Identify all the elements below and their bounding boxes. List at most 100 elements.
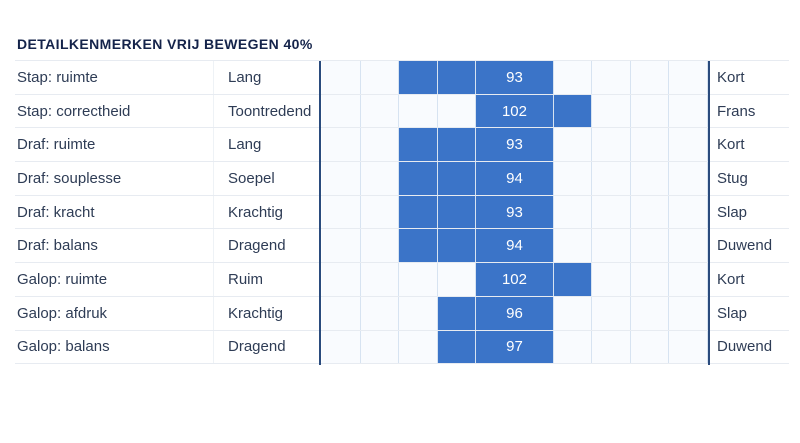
score-grid: 96 xyxy=(320,296,710,330)
score-cell xyxy=(437,330,477,364)
score-cell xyxy=(322,195,361,229)
trait-term-right: Stug xyxy=(717,169,748,187)
score-cell xyxy=(437,162,477,195)
score-cell xyxy=(592,330,631,364)
score-cell xyxy=(322,229,361,263)
score-cell xyxy=(553,61,593,94)
score-cell xyxy=(592,162,631,195)
score-cell xyxy=(399,296,438,330)
score-value-cell: 93 xyxy=(476,128,554,162)
score-cell xyxy=(669,195,708,229)
score-cell xyxy=(669,229,708,263)
trait-term-left: Dragend xyxy=(213,330,320,364)
score-value-cell: 96 xyxy=(476,296,554,330)
score-cell xyxy=(592,128,631,162)
score-cell xyxy=(630,296,670,330)
score-cell xyxy=(592,195,631,229)
score-cell xyxy=(553,195,593,229)
trait-term-left: Toontredend xyxy=(213,94,320,128)
score-cell xyxy=(399,229,438,263)
trait-term-left: Krachtig xyxy=(213,195,320,229)
score-cell xyxy=(322,94,361,128)
score-cell xyxy=(553,162,593,195)
score-row: Galop: ruimte Ruim 102 Kort xyxy=(15,263,789,297)
score-cell xyxy=(553,263,593,296)
score-cell xyxy=(630,162,670,195)
score-row: Draf: ruimte Lang 93 Kort xyxy=(15,128,789,163)
score-cell xyxy=(630,128,670,162)
trait-term-right: Duwend xyxy=(717,338,773,356)
score-cell xyxy=(553,128,593,162)
score-value-cell: 102 xyxy=(476,94,554,128)
score-value-cell: 94 xyxy=(476,162,554,195)
score-cell xyxy=(553,94,593,128)
score-value-cell: 97 xyxy=(476,330,554,364)
score-cell xyxy=(360,330,400,364)
score-cell xyxy=(322,128,361,162)
score-grid: 94 xyxy=(320,162,710,195)
score-cell xyxy=(437,263,477,296)
trait-term-right: Slap xyxy=(717,203,748,221)
score-cell xyxy=(322,263,361,296)
score-row: Stap: ruimte Lang 93 Kort xyxy=(15,61,789,95)
trait-term-right: Kort xyxy=(717,68,745,86)
score-grid: 93 xyxy=(320,195,710,229)
score-cell xyxy=(399,263,438,296)
score-cell xyxy=(553,296,593,330)
trait-term-left: Soepel xyxy=(213,162,320,195)
score-cell xyxy=(399,128,438,162)
score-cell xyxy=(630,195,670,229)
score-cell xyxy=(669,128,708,162)
score-cell xyxy=(592,263,631,296)
score-cell xyxy=(437,61,477,94)
trait-label: Stap: correctheid xyxy=(17,102,131,120)
score-cell xyxy=(669,162,708,195)
score-value-cell: 102 xyxy=(476,263,554,296)
trait-term-right: Slap xyxy=(717,304,748,322)
score-cell xyxy=(360,296,400,330)
score-cell xyxy=(592,229,631,263)
score-cell xyxy=(437,296,477,330)
score-grid: 93 xyxy=(320,61,710,94)
score-cell xyxy=(437,94,477,128)
score-row: Draf: souplesse Soepel 94 Stug xyxy=(15,162,789,196)
score-cell xyxy=(360,94,400,128)
trait-label: Draf: ruimte xyxy=(17,136,96,154)
score-row: Galop: balans Dragend 97 Duwend xyxy=(15,330,789,365)
score-grid: 93 xyxy=(320,128,710,162)
trait-term-left: Krachtig xyxy=(213,296,320,330)
score-cell xyxy=(669,61,708,94)
score-cell xyxy=(669,263,708,296)
score-cell xyxy=(437,229,477,263)
score-cell xyxy=(360,195,400,229)
score-cell xyxy=(669,296,708,330)
axis-line-left xyxy=(319,61,321,365)
score-cell xyxy=(437,128,477,162)
score-cell xyxy=(322,330,361,364)
score-grid: 102 xyxy=(320,263,710,296)
score-cell xyxy=(630,94,670,128)
score-cell xyxy=(399,330,438,364)
trait-term-right: Kort xyxy=(717,270,745,288)
score-grid: 97 xyxy=(320,330,710,364)
trait-term-left: Lang xyxy=(213,128,320,162)
score-cell xyxy=(360,61,400,94)
score-cell xyxy=(630,61,670,94)
score-cell xyxy=(630,263,670,296)
linear-score-table: Stap: ruimte Lang 93 Kort Stap: correcth… xyxy=(15,60,789,365)
trait-term-right: Frans xyxy=(717,102,756,120)
score-cell xyxy=(553,229,593,263)
score-cell xyxy=(630,330,670,364)
score-cell xyxy=(322,162,361,195)
score-cell xyxy=(669,94,708,128)
trait-term-right: Kort xyxy=(717,136,745,154)
score-row: Stap: correctheid Toontredend 102 Frans xyxy=(15,94,789,129)
trait-term-left: Ruim xyxy=(213,263,320,296)
score-row: Draf: balans Dragend 94 Duwend xyxy=(15,229,789,264)
score-row: Draf: kracht Krachtig 93 Slap xyxy=(15,195,789,230)
trait-label: Draf: balans xyxy=(17,237,98,255)
trait-label: Galop: afdruk xyxy=(17,304,108,322)
trait-label: Galop: balans xyxy=(17,338,110,356)
score-cell xyxy=(437,195,477,229)
score-value-cell: 94 xyxy=(476,229,554,263)
